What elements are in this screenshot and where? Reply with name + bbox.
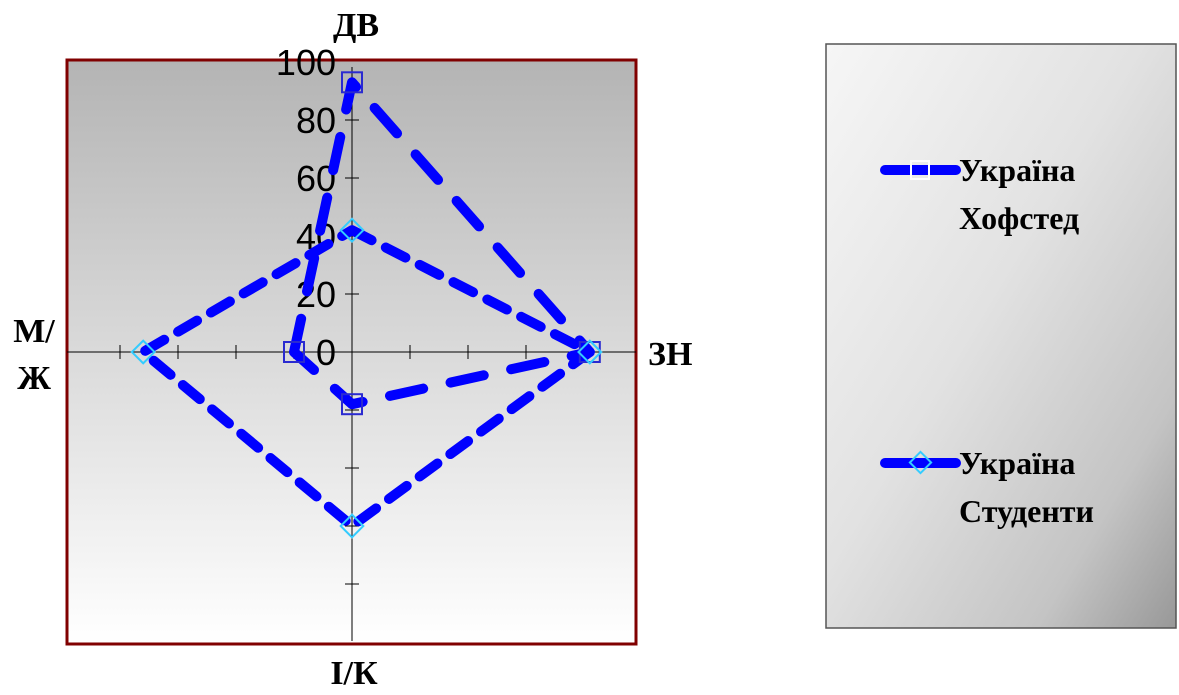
tick-label: 100: [276, 42, 336, 83]
legend-item-series-1: Україна Хофстед: [880, 152, 1079, 236]
legend-label-series-2-line1: Україна: [959, 445, 1075, 481]
tick-label: 0: [316, 332, 336, 373]
data-point-series-1: [283, 341, 305, 363]
legend-marker-series-2: [908, 450, 933, 475]
axis-label-left-line2: Ж: [17, 360, 51, 397]
axis-label-right: ЗН: [648, 336, 692, 373]
legend-label-series-1-line2: Хофстед: [959, 200, 1079, 236]
data-point-series-2: [339, 217, 365, 243]
tick-label: 20: [296, 274, 336, 315]
data-point-series-2: [577, 339, 603, 365]
data-point-series-2: [339, 513, 365, 539]
data-point-series-1: [341, 71, 363, 94]
data-point-series-2: [130, 339, 156, 365]
legend-item-series-2: Україна Студенти: [880, 445, 1094, 529]
data-point-series-1: [341, 393, 363, 416]
legend-marker-series-1: [910, 160, 930, 180]
axis-label-bottom: І/К: [330, 655, 378, 692]
legend-box: [825, 43, 1177, 629]
legend-label-series-2-line2: Студенти: [959, 493, 1094, 529]
series-line-2: [138, 225, 595, 531]
legend-label-series-1-line1: Україна: [959, 152, 1075, 188]
tick-label: 80: [296, 100, 336, 141]
axis-label-top: ДВ: [333, 7, 379, 44]
axis-label-left-line1: М/: [13, 313, 55, 350]
